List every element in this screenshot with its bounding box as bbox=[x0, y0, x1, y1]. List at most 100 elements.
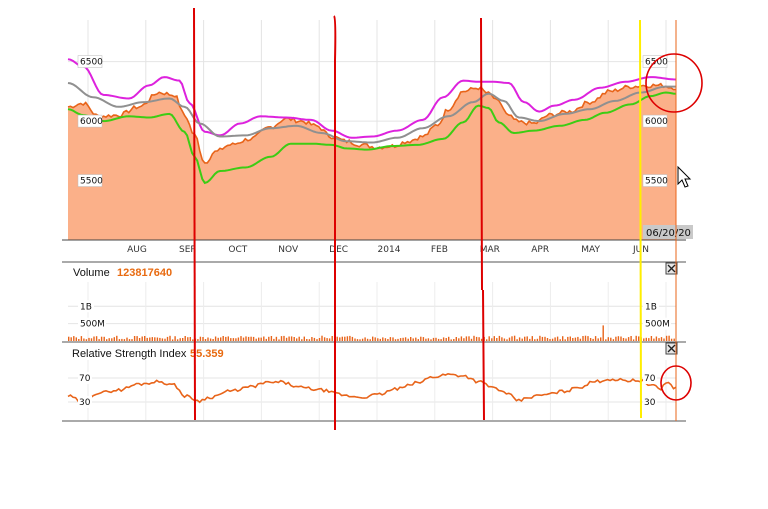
volume-bar bbox=[632, 339, 635, 341]
volume-bar bbox=[480, 338, 483, 341]
volume-bar bbox=[258, 337, 260, 341]
volume-bar bbox=[217, 337, 219, 341]
volume-bar bbox=[154, 337, 156, 341]
volume-bar bbox=[141, 336, 143, 341]
volume-bar bbox=[382, 337, 384, 341]
rsi-y-tick: 30 bbox=[643, 396, 657, 408]
lower-band-line bbox=[67, 91, 677, 185]
price-x-tick-label: DEC bbox=[329, 245, 348, 255]
volume-bar bbox=[645, 337, 647, 341]
volume-bar bbox=[288, 336, 290, 341]
volume-bar bbox=[128, 339, 131, 341]
volume-bar bbox=[174, 336, 176, 341]
volume-bar bbox=[453, 339, 455, 341]
volume-bar bbox=[159, 337, 161, 341]
price-x-tick-label: OCT bbox=[228, 245, 247, 255]
volume-bar bbox=[187, 337, 189, 341]
volume-bar bbox=[668, 335, 670, 341]
volume-bar bbox=[594, 336, 597, 341]
rsi-panel: Relative Strength Index 55.359 70 70 30 30 bbox=[62, 342, 686, 422]
volume-bar bbox=[161, 338, 164, 341]
price-y-tick-label: 6000 bbox=[645, 117, 668, 127]
volume-bar bbox=[93, 336, 95, 341]
rsi-gridlines bbox=[68, 360, 676, 420]
volume-bar bbox=[78, 339, 80, 341]
volume-bar bbox=[275, 336, 278, 341]
volume-bar bbox=[331, 336, 333, 341]
volume-bar bbox=[617, 336, 620, 341]
volume-bar bbox=[536, 338, 539, 341]
rsi-y-tick-label: 30 bbox=[79, 398, 91, 408]
volume-bar bbox=[306, 339, 308, 341]
volume-bar bbox=[564, 339, 566, 341]
volume-bar bbox=[339, 337, 341, 341]
volume-bar bbox=[508, 337, 511, 341]
volume-bar bbox=[660, 337, 663, 341]
volume-bar bbox=[630, 336, 632, 341]
volume-bar bbox=[296, 338, 298, 341]
volume-gridlines bbox=[68, 282, 676, 341]
volume-bar bbox=[146, 337, 148, 341]
volume-bar bbox=[230, 338, 232, 341]
volume-bar bbox=[144, 336, 146, 341]
rsi-close-button[interactable] bbox=[665, 342, 678, 355]
volume-bar bbox=[478, 337, 480, 341]
volume-bar bbox=[204, 339, 207, 341]
volume-bar bbox=[493, 336, 495, 341]
price-y-tick-label: 5500 bbox=[80, 177, 103, 187]
price-x-tick-label: AUG bbox=[127, 245, 147, 255]
volume-bar bbox=[587, 336, 589, 341]
volume-bar bbox=[442, 337, 445, 341]
volume-bar bbox=[559, 339, 561, 341]
volume-bar bbox=[293, 337, 295, 341]
volume-bar bbox=[242, 337, 245, 341]
volume-bar bbox=[182, 338, 184, 341]
volume-bar bbox=[209, 338, 212, 341]
volume-bar bbox=[513, 335, 516, 341]
volume-bar bbox=[627, 337, 630, 341]
volume-bar bbox=[589, 338, 592, 341]
volume-bar bbox=[372, 336, 374, 341]
volume-bar bbox=[106, 339, 108, 341]
volume-bar bbox=[501, 337, 503, 341]
upper-band-line bbox=[67, 58, 677, 139]
volume-bar bbox=[303, 336, 305, 341]
volume-bar bbox=[655, 336, 658, 341]
volume-bar bbox=[225, 336, 227, 341]
volume-value: 123817640 bbox=[117, 267, 172, 279]
price-y-tick: 6000 bbox=[77, 114, 103, 128]
price-panel: 6500 6500 6000 6000 5500 5500 AUG SEP OCT NOV DEC… bbox=[62, 20, 693, 263]
volume-bar bbox=[184, 336, 186, 341]
volume-bar bbox=[171, 339, 174, 341]
volume-close-button[interactable] bbox=[665, 262, 678, 275]
volume-bar bbox=[582, 336, 584, 341]
rsi-title: Relative Strength Index bbox=[72, 348, 187, 360]
volume-bar bbox=[531, 336, 533, 341]
volume-bar bbox=[313, 337, 316, 341]
volume-bar bbox=[410, 337, 412, 341]
volume-bar bbox=[341, 336, 343, 341]
volume-bar bbox=[131, 339, 133, 341]
volume-bar bbox=[359, 339, 361, 341]
volume-bar bbox=[108, 338, 110, 341]
volume-bar bbox=[166, 336, 169, 341]
rsi-y-tick-label: 70 bbox=[644, 374, 656, 384]
volume-bar bbox=[468, 336, 470, 341]
volume-bar bbox=[577, 336, 579, 341]
volume-bar bbox=[518, 337, 521, 341]
volume-bar bbox=[263, 336, 265, 341]
volume-bar bbox=[600, 337, 602, 341]
rsi-y-tick-label: 70 bbox=[79, 374, 91, 384]
volume-bar bbox=[420, 336, 422, 341]
volume-bar bbox=[422, 337, 425, 341]
red-marker-mar bbox=[480, 17, 485, 421]
volume-bar bbox=[397, 338, 399, 341]
volume-y-tick: 1B bbox=[643, 300, 659, 313]
volume-bar bbox=[541, 336, 544, 341]
red-circle-rsi bbox=[660, 365, 692, 401]
volume-bars bbox=[68, 325, 675, 341]
volume-bar bbox=[387, 339, 389, 341]
volume-bar bbox=[220, 337, 222, 341]
volume-bar bbox=[440, 339, 442, 341]
volume-y-tick: 500M bbox=[643, 317, 671, 330]
